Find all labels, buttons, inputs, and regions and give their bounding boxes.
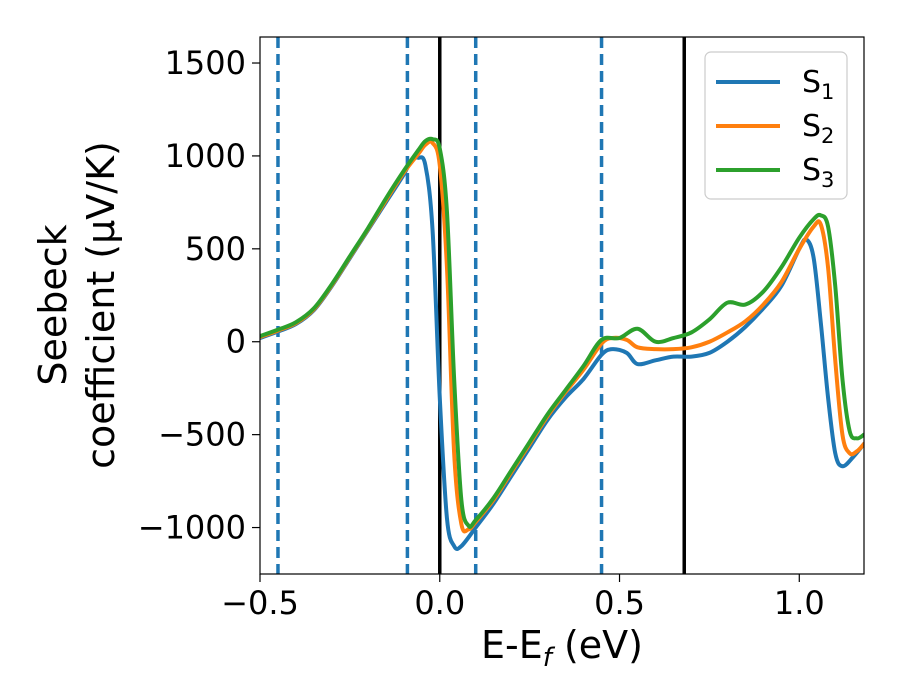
y-tick-label: −1000 [138,509,246,547]
x-tick-label: 1.0 [774,584,825,622]
legend-label-s2: S2 [802,109,834,148]
legend: S1 S2 S3 [704,51,848,200]
x-tick-label: 0.5 [594,584,645,622]
x-tick-label: 0.0 [414,584,465,622]
y-axis-label-line1: Seebeck [31,224,75,385]
series-line-s2 [260,139,864,534]
series-lines [260,136,864,552]
y-axis: −1000 −500 0 500 1000 1500 [138,44,260,547]
x-axis-label: E-Ef (eV) [481,623,643,673]
series-line-s1 [260,155,864,552]
plot-frame [259,36,865,575]
y-tick-label: −500 [158,416,246,454]
legend-label-s1: S1 [802,65,834,104]
y-tick-label: 500 [185,230,246,268]
reference-lines [276,37,686,574]
x-axis: −0.5 0.0 0.5 1.0 [221,574,825,622]
y-tick-label: 0 [226,323,246,361]
series-line-s3 [260,136,864,529]
x-tick-label: −0.5 [221,584,299,622]
y-axis-label-line2: coefficient (μV/K) [79,141,123,469]
y-tick-label: 1000 [165,137,246,175]
y-tick-label: 1500 [165,44,246,82]
legend-label-s3: S3 [802,153,834,192]
